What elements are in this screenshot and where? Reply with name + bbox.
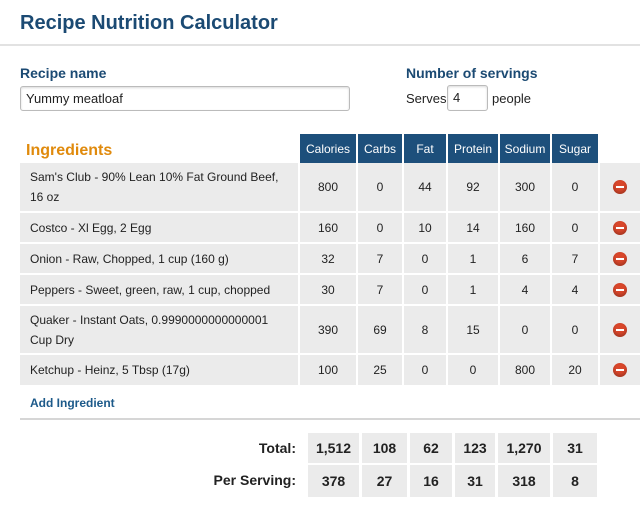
remove-cell bbox=[600, 244, 640, 275]
remove-cell bbox=[600, 163, 640, 213]
column-header: Sodium bbox=[500, 134, 552, 163]
nutrient-value: 25 bbox=[358, 355, 404, 387]
ingredient-name: Ketchup - Heinz, 5 Tbsp (17g) bbox=[20, 355, 300, 387]
totals-value: 378 bbox=[308, 465, 359, 497]
remove-button[interactable] bbox=[613, 251, 627, 266]
nutrient-value: 0 bbox=[358, 163, 404, 213]
nutrient-value: 0 bbox=[500, 306, 552, 355]
ingredient-name: Quaker - Instant Oats, 0.999000000000000… bbox=[20, 306, 300, 355]
nutrient-value: 6 bbox=[500, 244, 552, 275]
nutrient-value: 1 bbox=[448, 275, 500, 306]
totals-value: 1,512 bbox=[308, 433, 359, 463]
totals-label: Per Serving: bbox=[213, 472, 296, 488]
remove-button[interactable] bbox=[613, 180, 627, 194]
remove-cell bbox=[600, 355, 640, 387]
nutrient-value: 390 bbox=[300, 306, 358, 355]
nutrient-value: 4 bbox=[552, 275, 600, 306]
remove-button[interactable] bbox=[613, 363, 627, 377]
totals-value: 123 bbox=[455, 433, 495, 463]
ingredient-name: Costco - Xl Egg, 2 Egg bbox=[20, 213, 300, 244]
ingredient-name: Peppers - Sweet, green, raw, 1 cup, chop… bbox=[20, 275, 300, 306]
nutrient-value: 800 bbox=[300, 163, 358, 213]
page-title: Recipe Nutrition Calculator bbox=[20, 12, 278, 34]
nutrient-value: 7 bbox=[552, 244, 600, 275]
nutrient-value: 32 bbox=[300, 244, 358, 275]
nutrient-value: 0 bbox=[552, 213, 600, 244]
nutrient-value: 300 bbox=[500, 163, 552, 213]
nutrient-value: 10 bbox=[404, 213, 448, 244]
nutrient-value: 1 bbox=[448, 244, 500, 275]
remove-cell bbox=[600, 213, 640, 244]
totals-value: 27 bbox=[362, 465, 407, 497]
nutrient-value: 0 bbox=[358, 213, 404, 244]
nutrient-value: 160 bbox=[300, 213, 358, 244]
add-ingredient-link[interactable]: Add Ingredient bbox=[30, 396, 115, 410]
column-header: Sugar bbox=[552, 134, 600, 163]
nutrient-value: 160 bbox=[500, 213, 552, 244]
totals-value: 318 bbox=[498, 465, 550, 497]
divider bbox=[20, 418, 640, 420]
nutrient-value: 0 bbox=[404, 244, 448, 275]
divider bbox=[0, 44, 640, 46]
nutrient-value: 7 bbox=[358, 275, 404, 306]
ingredient-name: Onion - Raw, Chopped, 1 cup (160 g) bbox=[20, 244, 300, 275]
remove-button[interactable] bbox=[613, 322, 627, 337]
nutrient-value: 7 bbox=[358, 244, 404, 275]
nutrient-value: 0 bbox=[404, 355, 448, 387]
nutrient-value: 4 bbox=[500, 275, 552, 306]
nutrient-value: 0 bbox=[552, 163, 600, 213]
servings-label: Number of servings bbox=[406, 65, 538, 81]
nutrient-value: 0 bbox=[448, 355, 500, 387]
column-header: Protein bbox=[448, 134, 500, 163]
remove-cell bbox=[600, 275, 640, 306]
nutrient-value: 30 bbox=[300, 275, 358, 306]
nutrient-value: 44 bbox=[404, 163, 448, 213]
nutrient-value: 14 bbox=[448, 213, 500, 244]
nutrient-value: 8 bbox=[404, 306, 448, 355]
ingredients-title: Ingredients bbox=[26, 142, 113, 159]
servings-suffix: people bbox=[492, 91, 532, 106]
remove-cell bbox=[600, 306, 640, 355]
totals-value: 31 bbox=[553, 433, 597, 463]
column-header: Calories bbox=[300, 134, 358, 163]
ingredient-name: Sam's Club - 90% Lean 10% Fat Ground Bee… bbox=[20, 163, 300, 213]
totals-label: Total: bbox=[258, 440, 296, 456]
remove-button[interactable] bbox=[613, 220, 627, 235]
totals-value: 62 bbox=[410, 433, 452, 463]
column-header: Carbs bbox=[358, 134, 404, 163]
nutrient-value: 20 bbox=[552, 355, 600, 387]
column-header: Fat bbox=[404, 134, 448, 163]
totals-value: 8 bbox=[553, 465, 597, 497]
nutrient-value: 92 bbox=[448, 163, 500, 213]
nutrient-value: 15 bbox=[448, 306, 500, 355]
servings-input[interactable]: 4 bbox=[447, 85, 488, 111]
nutrient-value: 0 bbox=[404, 275, 448, 306]
nutrient-value: 800 bbox=[500, 355, 552, 387]
totals-value: 31 bbox=[455, 465, 495, 497]
recipe-label: Recipe name bbox=[20, 65, 107, 81]
remove-button[interactable] bbox=[613, 282, 627, 297]
totals-value: 108 bbox=[362, 433, 407, 463]
totals-value: 16 bbox=[410, 465, 452, 497]
nutrient-value: 69 bbox=[358, 306, 404, 355]
servings-prefix: Serves bbox=[406, 91, 447, 106]
totals-value: 1,270 bbox=[498, 433, 550, 463]
nutrient-value: 0 bbox=[552, 306, 600, 355]
recipe-input[interactable]: Yummy meatloaf bbox=[20, 86, 350, 111]
nutrient-value: 100 bbox=[300, 355, 358, 387]
